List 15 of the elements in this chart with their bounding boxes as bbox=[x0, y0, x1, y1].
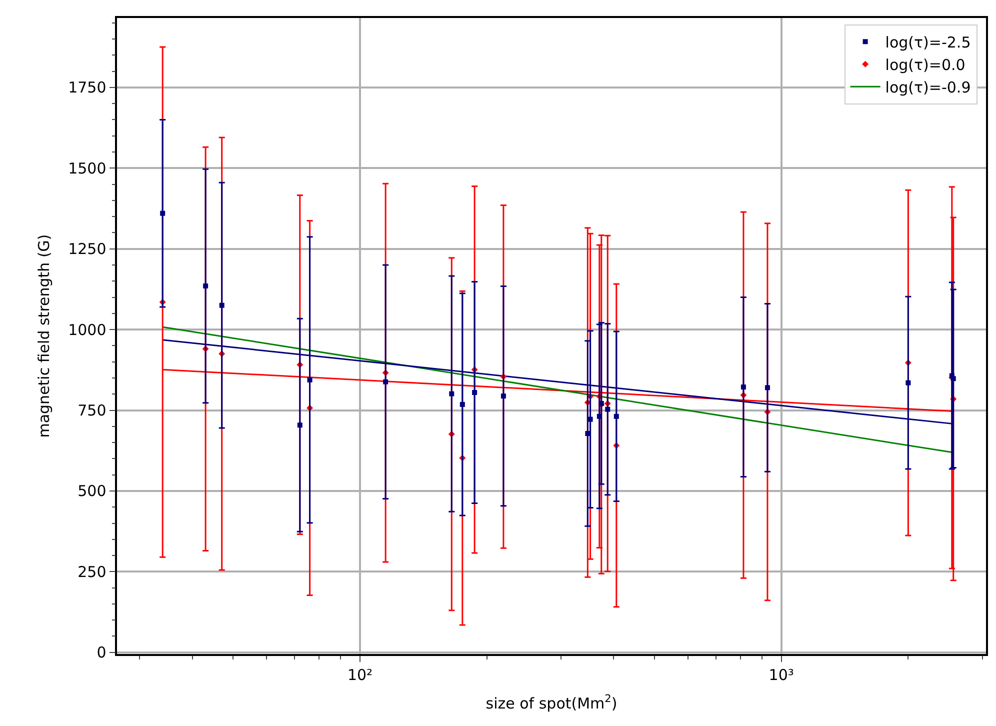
x-tick-label: 10² bbox=[347, 666, 373, 684]
y-tick-label: 0 bbox=[96, 644, 106, 662]
legend-label: log(τ)=0.0 bbox=[885, 56, 966, 74]
x-axis-title: size of spot(Mm$^{2}$) bbox=[486, 692, 618, 712]
y-tick-label: 500 bbox=[78, 482, 106, 500]
y-tick-label: 1000 bbox=[68, 320, 106, 339]
y-tick-label: 250 bbox=[78, 562, 106, 581]
x-tick-label: 10³ bbox=[768, 666, 794, 684]
y-axis-title: magnetic field strength (G) bbox=[34, 234, 53, 438]
legend-label: log(τ)=-0.9 bbox=[885, 78, 971, 96]
y-tick-label: 750 bbox=[78, 402, 106, 420]
legend-label: log(τ)=-2.5 bbox=[885, 33, 971, 52]
y-tick-label: 1750 bbox=[68, 78, 106, 97]
y-tick-label: 1250 bbox=[68, 240, 106, 258]
y-tick-label: 1500 bbox=[68, 159, 106, 178]
